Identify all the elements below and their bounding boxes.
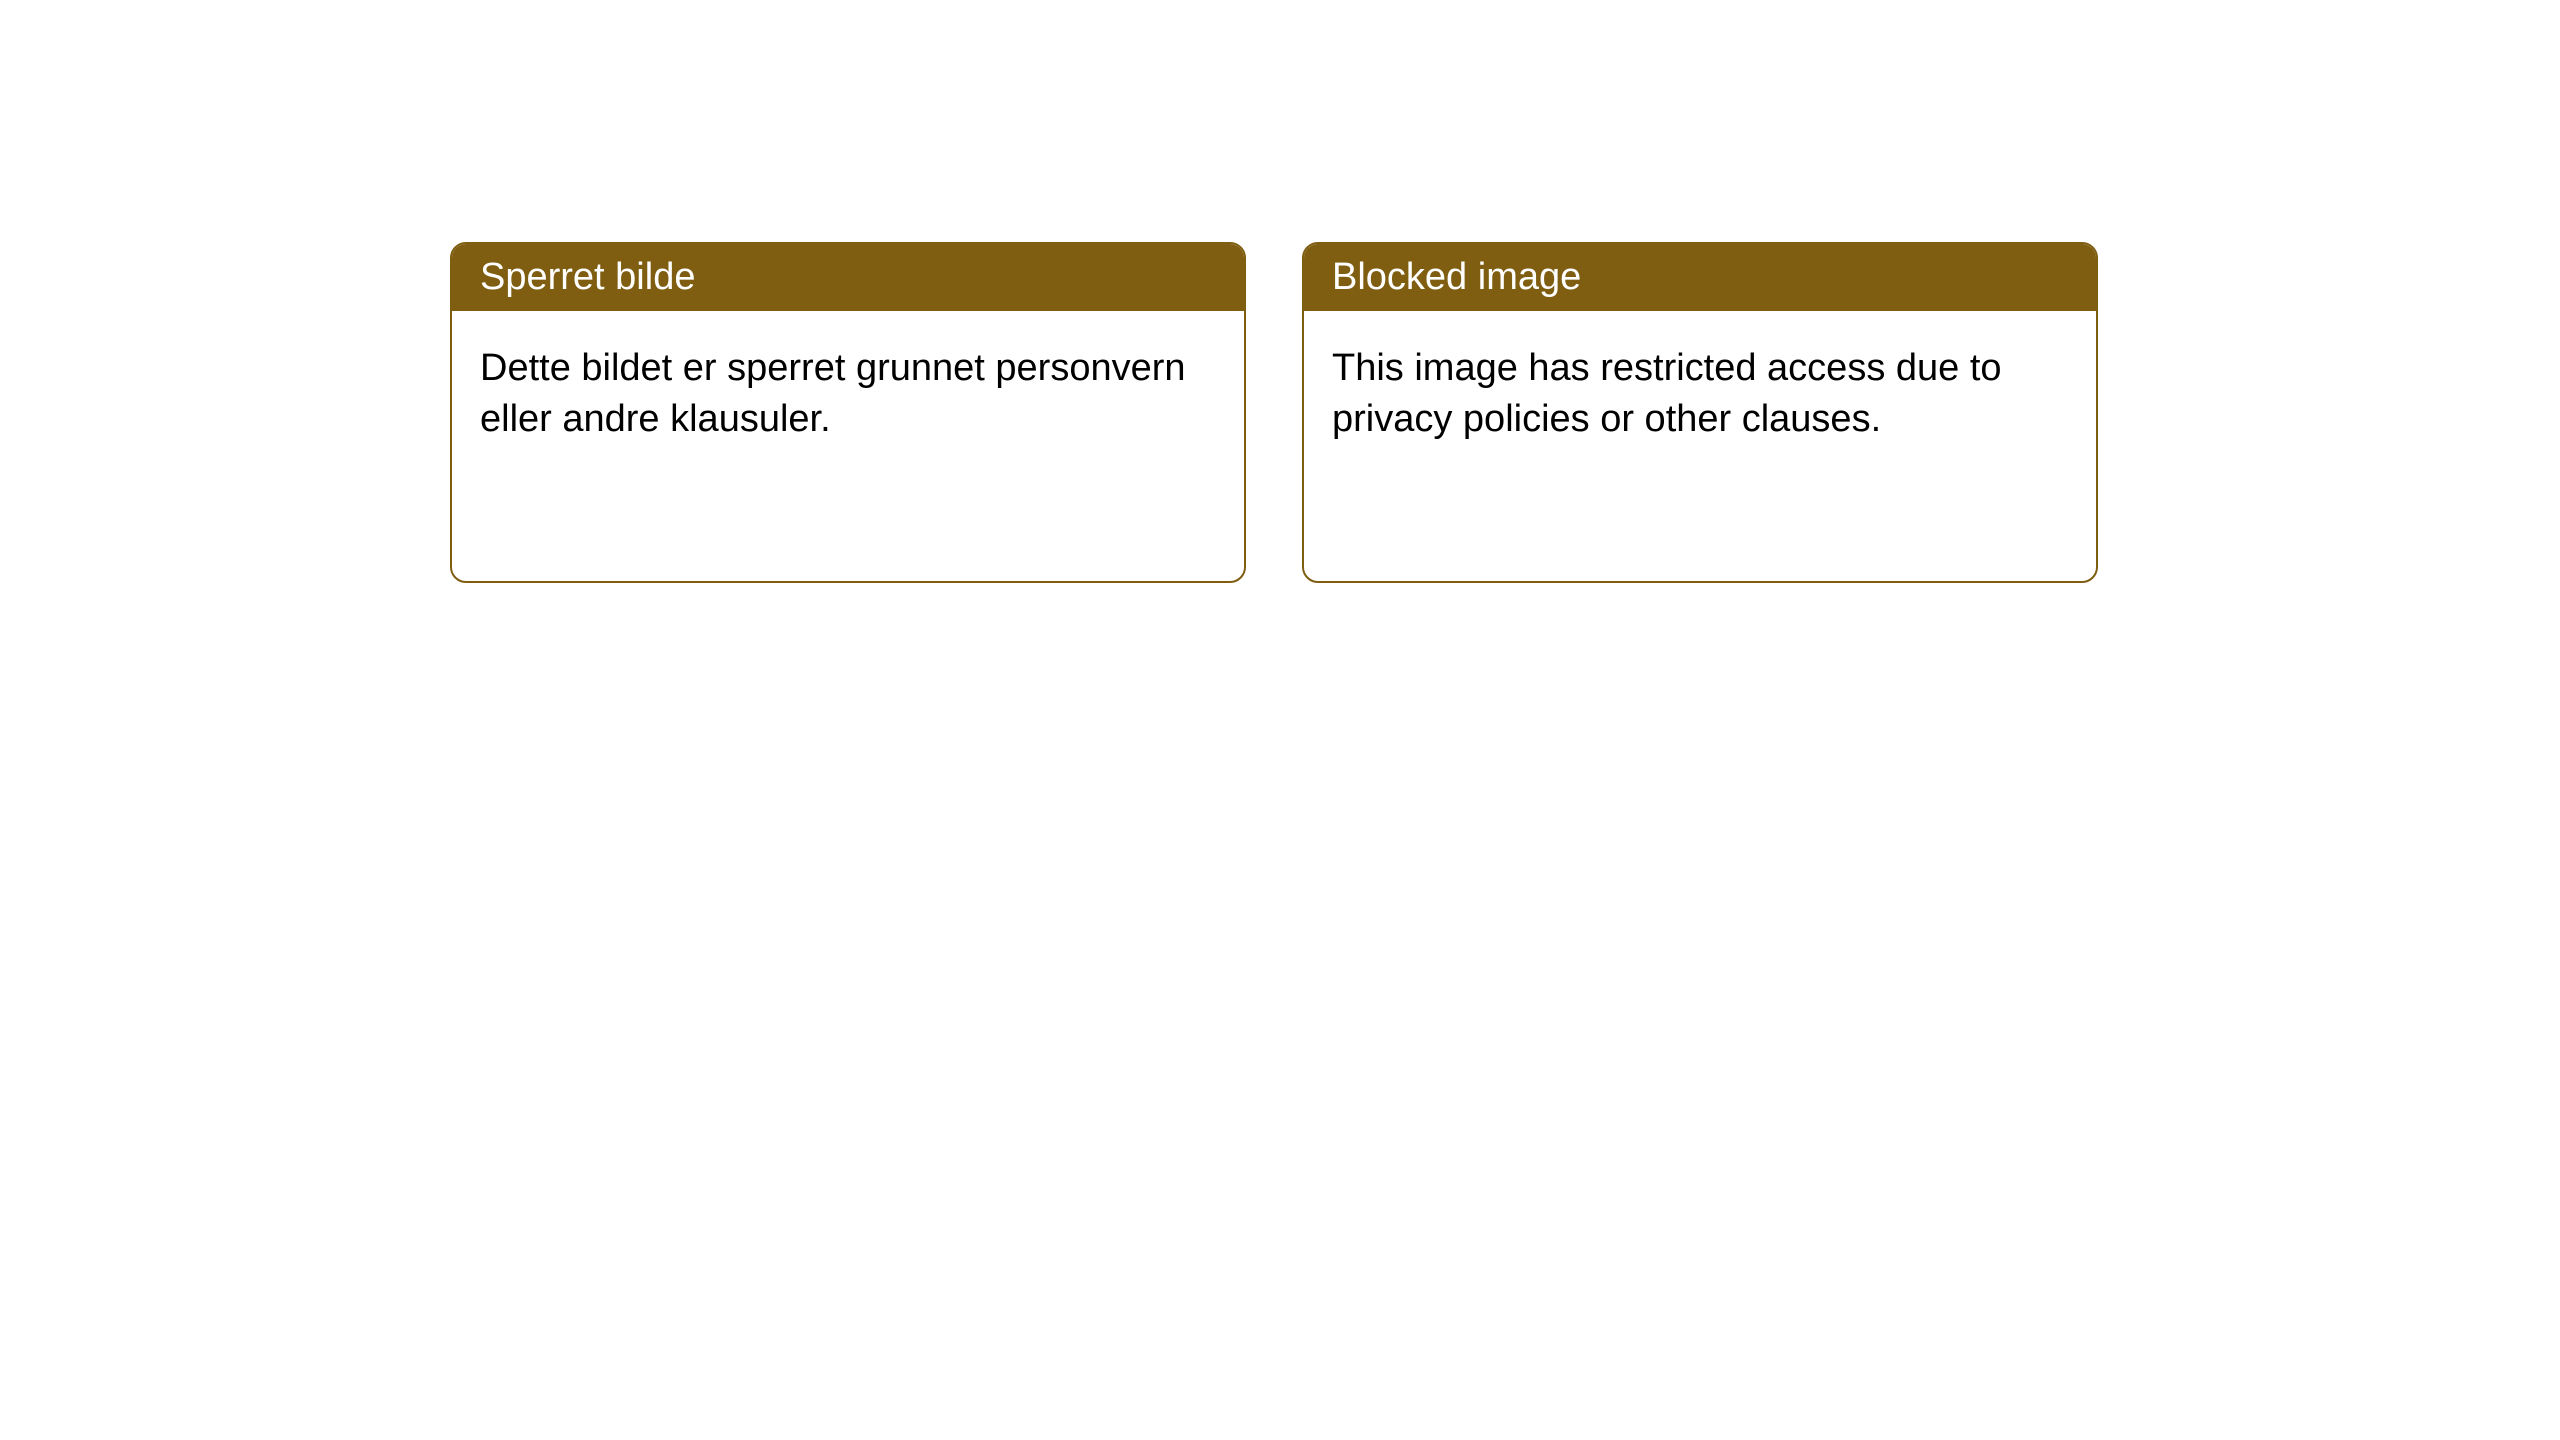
card-body-text: This image has restricted access due to … xyxy=(1332,347,2002,440)
card-body-text: Dette bildet er sperret grunnet personve… xyxy=(480,347,1186,440)
card-body: Dette bildet er sperret grunnet personve… xyxy=(452,311,1244,581)
notice-cards-container: Sperret bilde Dette bildet er sperret gr… xyxy=(0,0,2560,583)
card-header: Sperret bilde xyxy=(452,244,1244,311)
card-header-text: Sperret bilde xyxy=(480,256,695,298)
card-header: Blocked image xyxy=(1304,244,2096,311)
card-header-text: Blocked image xyxy=(1332,256,1581,298)
blocked-image-card-english: Blocked image This image has restricted … xyxy=(1302,242,2098,583)
card-body: This image has restricted access due to … xyxy=(1304,311,2096,581)
blocked-image-card-norwegian: Sperret bilde Dette bildet er sperret gr… xyxy=(450,242,1246,583)
